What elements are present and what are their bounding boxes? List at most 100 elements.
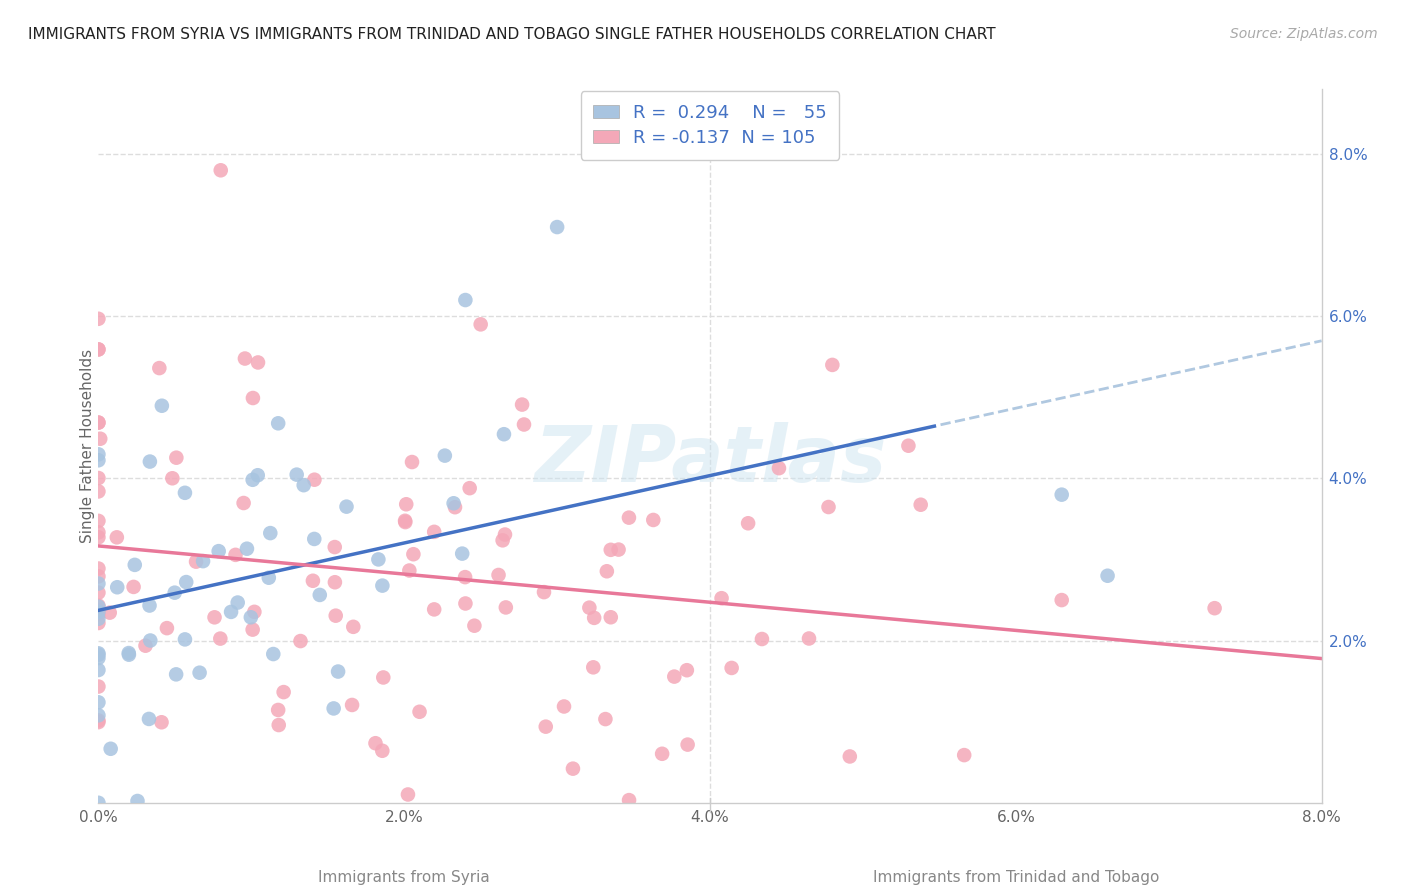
Point bbox=[87, 569, 110, 583]
Point bbox=[267, 703, 290, 717]
Point bbox=[402, 547, 425, 561]
Point bbox=[243, 605, 266, 619]
Point bbox=[373, 670, 395, 684]
Point bbox=[87, 648, 110, 662]
Point bbox=[87, 651, 110, 665]
Point bbox=[98, 606, 121, 620]
Point bbox=[488, 568, 510, 582]
Point bbox=[451, 547, 474, 561]
Point bbox=[257, 571, 280, 585]
Point bbox=[174, 485, 197, 500]
Point bbox=[87, 576, 110, 591]
Point bbox=[367, 552, 389, 566]
Point bbox=[209, 163, 232, 178]
Point bbox=[87, 416, 110, 430]
Point bbox=[371, 579, 394, 593]
Point bbox=[308, 588, 330, 602]
Point bbox=[617, 510, 640, 524]
Point bbox=[304, 532, 326, 546]
Point bbox=[371, 744, 394, 758]
Point bbox=[458, 481, 481, 495]
Point bbox=[87, 615, 110, 630]
Point bbox=[401, 455, 423, 469]
Text: Immigrants from Syria: Immigrants from Syria bbox=[318, 870, 491, 885]
Point bbox=[553, 699, 575, 714]
Point bbox=[751, 632, 773, 646]
Point bbox=[165, 667, 187, 681]
Point bbox=[87, 715, 110, 730]
Point bbox=[470, 318, 492, 332]
Point bbox=[87, 453, 110, 467]
Point bbox=[87, 514, 110, 528]
Point bbox=[118, 648, 141, 662]
Point bbox=[454, 570, 477, 584]
Point bbox=[494, 527, 516, 541]
Point bbox=[87, 607, 110, 621]
Point bbox=[398, 564, 420, 578]
Point bbox=[408, 705, 430, 719]
Point bbox=[105, 530, 128, 544]
Point bbox=[394, 515, 416, 529]
Point bbox=[87, 646, 110, 660]
Point bbox=[122, 580, 145, 594]
Point bbox=[87, 603, 110, 617]
Point bbox=[138, 599, 160, 613]
Point bbox=[323, 540, 346, 554]
Point bbox=[87, 605, 110, 619]
Point bbox=[513, 417, 536, 432]
Point bbox=[433, 449, 456, 463]
Point bbox=[599, 610, 621, 624]
Point bbox=[599, 542, 621, 557]
Point bbox=[156, 621, 179, 635]
Point bbox=[138, 712, 160, 726]
Text: IMMIGRANTS FROM SYRIA VS IMMIGRANTS FROM TRINIDAD AND TOBAGO SINGLE FATHER HOUSE: IMMIGRANTS FROM SYRIA VS IMMIGRANTS FROM… bbox=[28, 27, 995, 42]
Point bbox=[87, 599, 110, 614]
Point bbox=[768, 461, 790, 475]
Point bbox=[443, 496, 465, 510]
Point bbox=[583, 611, 606, 625]
Point bbox=[242, 391, 264, 405]
Point bbox=[562, 762, 585, 776]
Point bbox=[174, 632, 197, 647]
Point bbox=[87, 695, 110, 709]
Point bbox=[163, 585, 186, 599]
Point bbox=[87, 663, 110, 677]
Text: Immigrants from Trinidad and Tobago: Immigrants from Trinidad and Tobago bbox=[873, 870, 1159, 885]
Point bbox=[340, 698, 363, 712]
Point bbox=[226, 596, 249, 610]
Point bbox=[87, 561, 110, 575]
Point bbox=[87, 343, 110, 357]
Point bbox=[578, 600, 600, 615]
Point bbox=[219, 605, 242, 619]
Point bbox=[838, 749, 860, 764]
Point bbox=[165, 450, 187, 465]
Point bbox=[304, 473, 326, 487]
Point bbox=[267, 417, 290, 431]
Point bbox=[87, 525, 110, 540]
Point bbox=[184, 555, 207, 569]
Point bbox=[676, 663, 699, 677]
Point bbox=[582, 660, 605, 674]
Point bbox=[191, 554, 214, 568]
Point bbox=[533, 585, 555, 599]
Point bbox=[534, 720, 557, 734]
Point bbox=[262, 647, 284, 661]
Point bbox=[444, 500, 467, 515]
Point bbox=[118, 646, 141, 660]
Point bbox=[188, 665, 211, 680]
Point bbox=[87, 714, 110, 728]
Point bbox=[242, 623, 264, 637]
Point bbox=[491, 533, 513, 548]
Point bbox=[1097, 568, 1119, 582]
Point bbox=[87, 612, 110, 626]
Point bbox=[236, 541, 259, 556]
Point bbox=[246, 468, 269, 483]
Point bbox=[134, 639, 156, 653]
Point bbox=[174, 575, 197, 590]
Point bbox=[242, 473, 264, 487]
Point bbox=[87, 708, 110, 723]
Point bbox=[87, 311, 110, 326]
Point bbox=[290, 634, 312, 648]
Point bbox=[607, 542, 630, 557]
Point bbox=[87, 416, 110, 430]
